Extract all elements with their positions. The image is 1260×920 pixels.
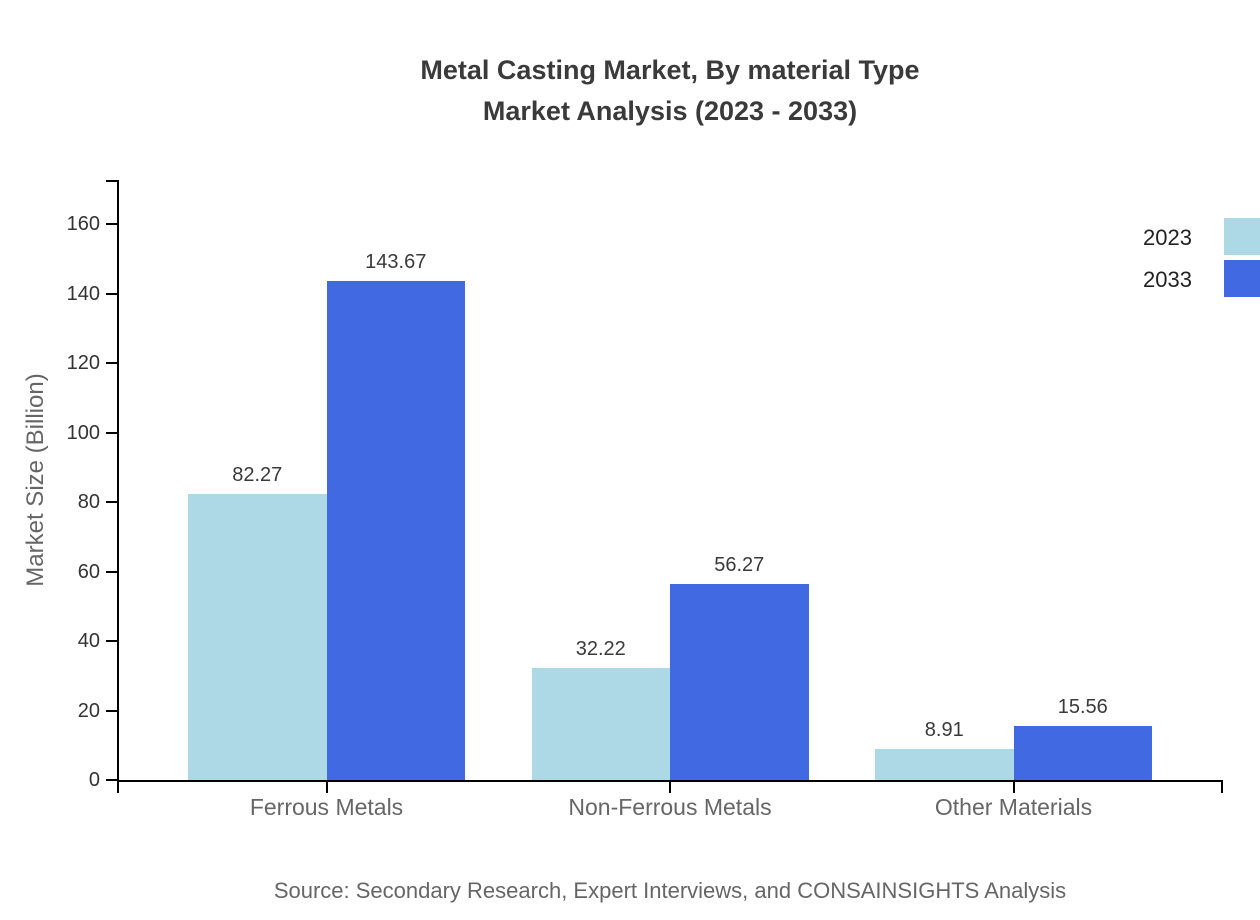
x-category-label-non-ferrous-metals: Non-Ferrous Metals [568,794,772,820]
y-tick-mark [106,709,118,712]
bar-value-label: 8.91 [924,719,964,742]
y-tick-label: 20 [77,699,100,722]
y-tick-label: 80 [77,491,100,513]
y-tick-label: 60 [77,560,100,583]
bar-2033-non-ferrous-metals [670,584,809,780]
y-tick-label: 120 [66,352,100,374]
y-tick-label: 140 [66,282,100,305]
chart-title-line1: Metal Casting Market, By material Type [420,55,920,85]
x-category-label-other-materials: Other Materials [934,794,1093,820]
y-tick-mark [106,640,118,642]
y-tick-label: 160 [66,213,100,235]
y-tick-mark [106,292,118,295]
y-tick-label: 0 [88,769,100,791]
x-axis-right-end-tick [1221,782,1223,793]
x-category-label-ferrous-metals: Ferrous Metals [249,794,404,820]
y-tick-mark [106,362,118,364]
y-tick-label: 40 [77,630,100,652]
bar-2033-other-materials [1013,725,1152,780]
y-tick-mark [106,431,118,434]
bar-value-label: 32.22 [575,638,626,661]
y-tick-mark [106,223,118,225]
y-tick-mark [106,501,118,503]
legend-label-2023: 2023 [1143,225,1192,250]
x-tick-mark [1012,782,1015,793]
legend-label-2033: 2033 [1143,267,1192,292]
y-axis-line [117,180,119,782]
x-axis-left-end-tick [117,782,119,793]
bar-value-label: 82.27 [232,464,283,487]
legend-swatch-2023 [1224,218,1260,255]
x-tick-mark [325,782,328,793]
bar-value-label: 143.67 [365,250,427,273]
y-tick-mark [106,779,118,781]
bar-2023-other-materials [875,749,1014,780]
bar-2023-non-ferrous-metals [531,668,670,780]
x-tick-mark [669,782,671,793]
bar-value-label: 56.27 [714,554,765,577]
bar-2023-ferrous-metals [188,494,327,780]
bar-value-label: 15.56 [1057,695,1108,718]
x-axis-line [117,780,1223,782]
y-tick-label: 100 [66,421,100,444]
y-axis-end-tick [106,180,118,182]
bar-2033-ferrous-metals [326,280,465,780]
chart-title: Metal Casting Market, By material Type M… [118,50,1222,132]
legend-swatch-2033 [1224,260,1260,297]
chart-title-line2: Market Analysis (2023 - 2033) [482,96,858,126]
source-note: Source: Secondary Research, Expert Inter… [273,878,1067,903]
y-tick-mark [106,570,118,573]
